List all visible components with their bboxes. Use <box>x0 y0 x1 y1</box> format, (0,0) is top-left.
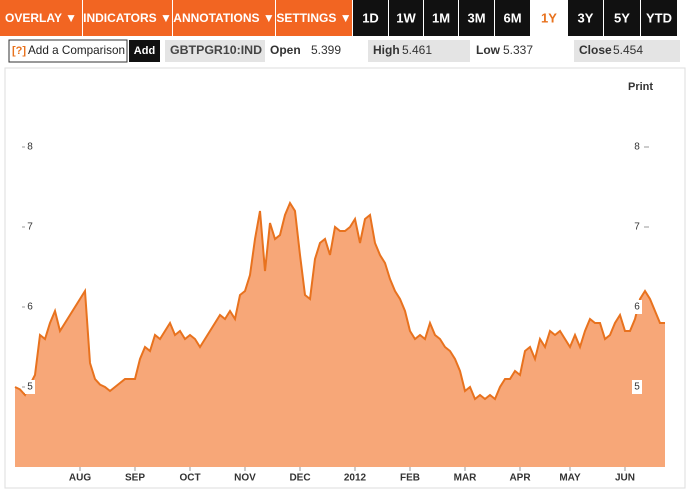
x-tick-label: MAR <box>454 473 478 484</box>
range-label[interactable]: 1M <box>432 10 450 25</box>
quote-box <box>574 40 680 62</box>
quote-box <box>368 40 470 62</box>
y-tick-label: 6 <box>634 302 640 313</box>
comparison-placeholder: Add a Comparison <box>28 43 125 57</box>
menu-label[interactable]: OVERLAY ▼ <box>5 11 77 25</box>
y-tick-label: 5 <box>27 382 33 393</box>
x-tick-label: SEP <box>125 473 145 484</box>
range-label[interactable]: 3Y <box>578 10 594 25</box>
x-tick-label: AUG <box>69 473 91 484</box>
menu-button[interactable] <box>0 0 82 36</box>
range-button[interactable] <box>531 0 567 36</box>
menu-label[interactable]: SETTINGS ▼ <box>276 11 351 25</box>
x-tick-label: NOV <box>234 473 256 484</box>
y-tick-box <box>25 140 35 154</box>
low-label: Low <box>476 43 501 57</box>
close-value: 5.454 <box>613 43 643 57</box>
range-label[interactable]: 5Y <box>614 10 630 25</box>
y-tick-label: 8 <box>634 142 640 153</box>
range-label[interactable]: 1Y <box>541 10 557 25</box>
x-tick-label: JUN <box>615 473 635 484</box>
range-button[interactable] <box>568 0 603 36</box>
x-tick-label: APR <box>509 473 531 484</box>
range-label[interactable]: 6M <box>503 10 521 25</box>
x-tick-label: OCT <box>179 473 200 484</box>
open-label: Open <box>270 43 301 57</box>
menu-button[interactable] <box>83 0 172 36</box>
open-value: 5.399 <box>311 43 341 57</box>
range-button[interactable] <box>424 0 458 36</box>
x-tick-label: MAY <box>559 473 581 484</box>
y-tick-label: 6 <box>27 302 33 313</box>
quote-box <box>165 40 265 62</box>
high-label: High <box>373 43 400 57</box>
menu-button[interactable] <box>173 0 275 36</box>
y-tick-box <box>25 220 35 234</box>
y-tick-label: 7 <box>634 222 640 233</box>
add-label[interactable]: Add <box>134 45 155 57</box>
range-button[interactable] <box>495 0 530 36</box>
x-tick-label: 2012 <box>344 473 367 484</box>
range-label[interactable]: 1D <box>362 10 379 25</box>
range-button[interactable] <box>604 0 640 36</box>
range-button[interactable] <box>389 0 423 36</box>
help-icon[interactable]: [?] <box>12 45 26 57</box>
line <box>14 200 665 401</box>
range-label[interactable]: 1W <box>396 10 416 25</box>
add-button[interactable] <box>129 40 160 62</box>
menu-label[interactable]: INDICATORS ▼ <box>83 11 172 25</box>
y-tick-box <box>632 220 642 234</box>
y-tick-box <box>632 380 642 394</box>
range-button[interactable] <box>459 0 494 36</box>
close-label: Close <box>579 43 612 57</box>
y-tick-box <box>25 300 35 314</box>
y-tick-box <box>632 300 642 314</box>
y-tick-label: 7 <box>27 222 33 233</box>
high-value: 5.461 <box>402 43 432 57</box>
symbol: GBTPGR10:IND <box>170 43 262 57</box>
low-value: 5.337 <box>503 43 533 57</box>
print-link[interactable]: Print <box>628 81 653 93</box>
y-tick-label: 5 <box>634 382 640 393</box>
range-button[interactable] <box>353 0 388 36</box>
y-tick-label: 8 <box>27 142 33 153</box>
range-label[interactable]: YTD <box>646 10 672 25</box>
x-tick-label: FEB <box>400 473 420 484</box>
y-tick-box <box>632 140 642 154</box>
range-button[interactable] <box>641 0 677 36</box>
menu-button[interactable] <box>276 0 352 36</box>
range-label[interactable]: 3M <box>467 10 485 25</box>
area <box>15 203 665 467</box>
y-tick-box <box>25 380 35 394</box>
menu-label[interactable]: ANNOTATIONS ▼ <box>173 11 274 25</box>
x-tick-label: DEC <box>289 473 310 484</box>
comparison-input[interactable] <box>8 39 128 63</box>
